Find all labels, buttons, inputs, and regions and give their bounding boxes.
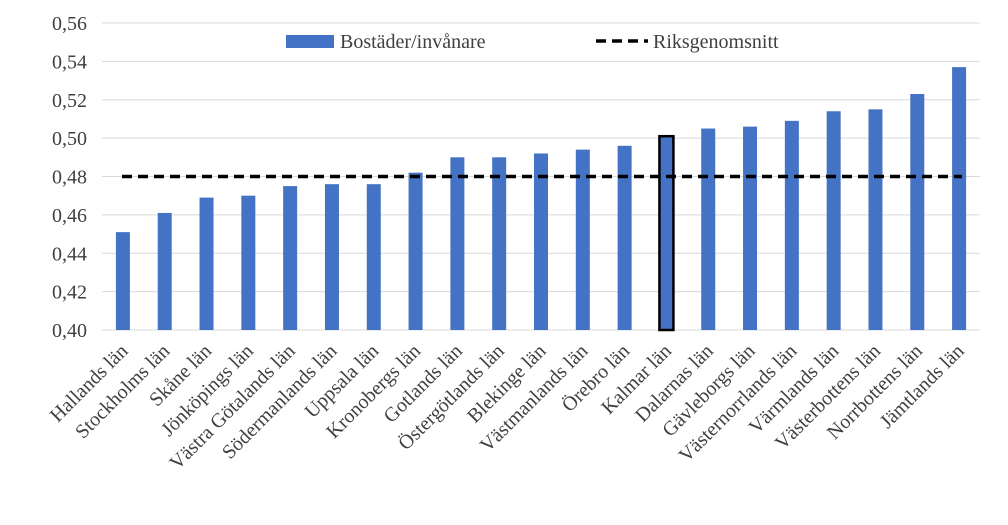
y-tick-label: 0,42 [52,282,87,304]
bar [115,232,130,330]
y-tick-label: 0,52 [52,90,87,112]
legend-bar-swatch [286,35,334,48]
bar [241,195,256,330]
bars [115,67,967,332]
legend-bar-label: Bostäder/invånare [340,31,486,53]
bar-highlighted [658,134,675,332]
legend: Bostäder/invånare Riksgenomsnitt [286,31,779,53]
y-tick-label: 0,48 [52,167,87,189]
y-tick-label: 0,44 [52,243,87,265]
y-tick-label: 0,50 [52,128,87,150]
bar [743,126,758,330]
bar [784,120,799,330]
bar [366,184,381,330]
legend-reference-label: Riksgenomsnitt [653,31,779,53]
bar [952,67,967,330]
bar [910,93,925,331]
bar [408,172,423,330]
bar [701,128,716,330]
y-tick-label: 0,46 [52,205,87,227]
bar [450,157,465,330]
bar [617,145,632,330]
y-axis-ticks: 0,40 0,42 0,44 0,46 0,48 0,50 0,52 0,54 0,56 [52,13,87,342]
bar [157,212,172,330]
y-tick-label: 0,56 [52,13,87,35]
bar [492,157,507,330]
bar [534,153,548,330]
bar [868,109,883,330]
y-tick-label: 0,54 [52,51,87,73]
bar [283,186,298,330]
y-tick-label: 0,40 [52,320,87,342]
bar [199,197,214,330]
bar [826,111,841,330]
bar [324,184,339,330]
bar [575,149,590,330]
